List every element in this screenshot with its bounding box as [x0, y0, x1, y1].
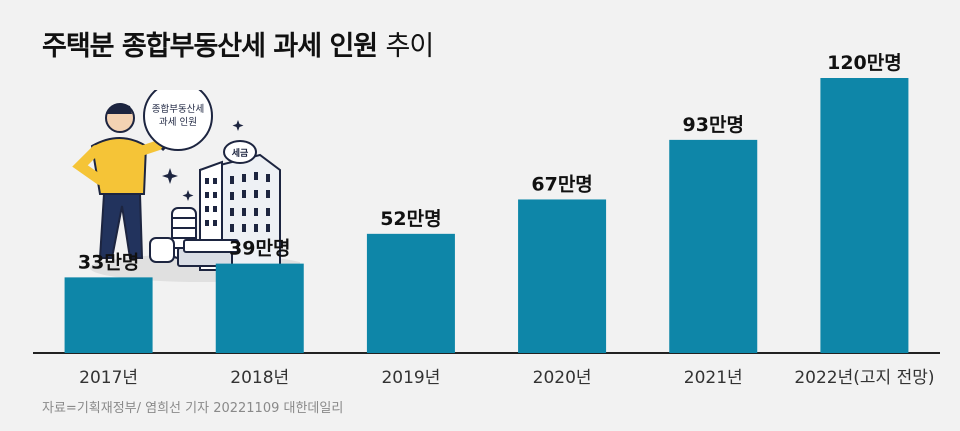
bar-value-label: 93만명: [683, 114, 744, 136]
bar-value-label: 52만명: [380, 208, 441, 230]
bar: [518, 199, 607, 353]
speech-bubble-line1: 종합부동산세: [152, 104, 204, 115]
x-tick-label: 2019년: [381, 368, 440, 388]
person-icon: [72, 103, 173, 259]
tax-coin-label: 세금: [232, 147, 249, 159]
bar: [820, 78, 909, 353]
x-tick-label: 2018년: [230, 368, 289, 388]
chart-title-suffix: 추이: [385, 31, 435, 62]
sparkle-icon: [162, 120, 244, 201]
speech-bubble-line2: 과세 인원: [159, 117, 197, 128]
tax-coin-icon: 세금: [223, 140, 257, 164]
x-tick-label: 2022년(고지 전망): [794, 368, 934, 388]
chart-title: 주택분 종합부동산세 과세 인원 추이: [42, 24, 435, 63]
bar-value-label: 67만명: [531, 173, 592, 195]
bar: [669, 139, 758, 353]
bar: [64, 277, 153, 353]
bar: [215, 263, 304, 353]
chart-title-main: 주택분 종합부동산세 과세 인원: [42, 31, 378, 62]
x-tick-label: 2017년: [79, 368, 138, 388]
x-tick-label: 2021년: [684, 368, 743, 388]
speech-bubble-icon: 종합부동산세 과세 인원: [143, 90, 213, 151]
bar-value-label: 120만명: [827, 52, 902, 74]
bar: [366, 233, 455, 353]
x-tick-label: 2020년: [533, 368, 592, 388]
bar-value-label: 33만명: [78, 251, 139, 273]
banknote-icon: [177, 239, 239, 267]
bar-value-label: 39만명: [229, 238, 290, 260]
source-note: 자료=기획재정부/ 염희선 기자 20221109 대한데일리: [42, 401, 344, 416]
